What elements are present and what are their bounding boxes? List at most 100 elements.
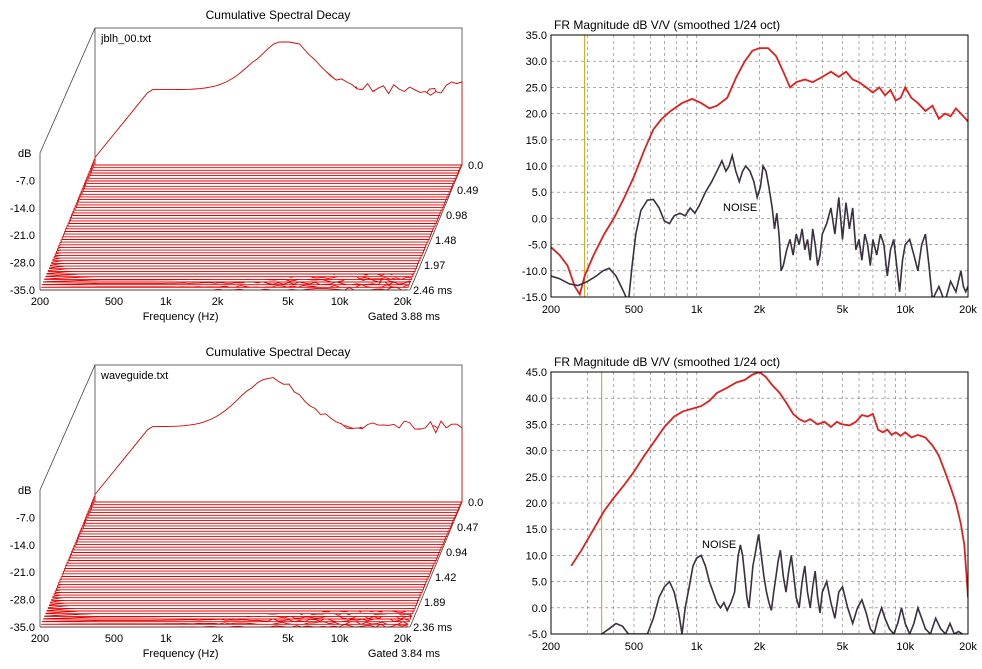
fr-x-tick-label: 2k	[754, 304, 766, 316]
fr-grid	[550, 371, 969, 635]
fr-noise-annotation: NOISE	[723, 202, 757, 214]
csd-x-tick-label: 500	[105, 633, 123, 645]
fr-y-tick-label: 0.0	[532, 213, 547, 225]
fr-y-tick-label: 5.0	[532, 187, 547, 199]
csd-file-label: waveguide.txt	[100, 370, 168, 382]
csd-x-tick-label: 10k	[331, 296, 349, 308]
csd-slice	[94, 41, 463, 166]
csd-x-tick-label: 2k	[212, 296, 224, 308]
fr-y-tick-label: 25.0	[526, 472, 547, 484]
fr-x-tick-label: 2k	[754, 641, 766, 653]
csd-x-tick-label: 1k	[160, 296, 172, 308]
csd-ylabel: dB	[18, 485, 31, 497]
fr-x-tick-label: 500	[625, 304, 643, 316]
fr-plot-frame	[550, 34, 969, 298]
fr-noise-line	[601, 534, 963, 634]
fr-title: FR Magnitude dB V/V (smoothed 1/24 oct)	[554, 355, 780, 369]
fr-y-tick-label: -5.0	[528, 240, 547, 252]
csd-time-tick-label: 0.0	[468, 160, 483, 172]
csd-time-tick-label: 0.49	[457, 185, 478, 197]
csd-x-tick-label: 10k	[331, 633, 349, 645]
fr-x-tick-label: 10k	[896, 641, 914, 653]
fr-y-tick-label: -5.0	[528, 629, 547, 641]
csd-x-tick-label: 200	[31, 633, 49, 645]
csd-title: Cumulative Spectral Decay	[206, 345, 351, 359]
csd-y-tick-label: -35.0	[10, 285, 35, 297]
csd-y-tick-label: -14.0	[10, 203, 35, 215]
csd-y-tick-label: -28.0	[10, 258, 35, 270]
fr-y-tick-label: 5.0	[532, 577, 547, 589]
fr-grid	[550, 34, 969, 298]
fr-y-tick-label: 20.0	[526, 109, 547, 121]
fr-x-tick-label: 20k	[959, 641, 977, 653]
fr-x-tick-label: 1k	[691, 641, 703, 653]
csd-panel-top: Cumulative Spectral Decay jblh_00.txt dB -7…	[10, 8, 483, 323]
csd-persp-line	[39, 364, 96, 491]
fr-x-tick-label: 5k	[837, 304, 849, 316]
csd-x-tick-label: 500	[105, 296, 123, 308]
fr-y-tick-label: 0.0	[532, 603, 547, 615]
csd-x-tick-label: 200	[31, 296, 49, 308]
csd-slice	[41, 617, 410, 623]
csd-x-tick-label: 20k	[394, 296, 412, 308]
fr-y-tick-label: -10.0	[522, 266, 547, 278]
csd-time-tick-label: 1.97	[424, 260, 445, 272]
fr-panel-top: FR Magnitude dB V/V (smoothed 1/24 oct) 3…	[522, 18, 977, 316]
csd-slices	[40, 41, 463, 291]
csd-slices	[40, 377, 463, 628]
csd-time-tick-label: 1.42	[435, 572, 456, 584]
csd-slice	[41, 279, 410, 286]
csd-y-tick-label: -7.0	[16, 175, 35, 187]
fr-response-line	[570, 372, 968, 598]
csd-time-tick-label: 0.0	[468, 497, 483, 509]
csd-x-tick-label: 5k	[282, 296, 294, 308]
fr-noise-annotation: NOISE	[702, 539, 736, 551]
fr-x-tick-label: 10k	[896, 304, 914, 316]
fr-x-tick-label: 500	[625, 641, 643, 653]
fr-x-tick-label: 200	[542, 641, 560, 653]
fr-noise-line	[551, 152, 968, 297]
csd-persp-right-line	[409, 164, 463, 291]
csd-y-tick-label: -14.0	[10, 540, 35, 552]
csd-time-tick-label: 1.48	[435, 235, 456, 247]
fr-y-tick-label: 15.0	[526, 135, 547, 147]
fr-y-tick-label: 45.0	[526, 367, 547, 379]
fr-y-tick-label: 10.0	[526, 550, 547, 562]
csd-file-label: jblh_00.txt	[100, 33, 151, 45]
fr-response-line	[551, 47, 968, 297]
fr-x-tick-label: 200	[542, 304, 560, 316]
csd-gated-label: Gated 3.88 ms	[368, 311, 441, 323]
fr-y-tick-label: 40.0	[526, 393, 547, 405]
csd-x-tick-label: 1k	[160, 633, 172, 645]
fr-x-tick-label: 5k	[837, 641, 849, 653]
csd-y-tick-label: -35.0	[10, 622, 35, 634]
fr-panel-bottom: FR Magnitude dB V/V (smoothed 1/24 oct) 4…	[526, 355, 978, 653]
csd-time-tick-label: 0.47	[457, 522, 478, 534]
csd-time-tick-label: 1.89	[424, 597, 445, 609]
csd-xlabel: Frequency (Hz)	[143, 311, 219, 323]
csd-xlabel: Frequency (Hz)	[143, 648, 219, 660]
csd-gated-label: Gated 3.84 ms	[368, 648, 441, 660]
csd-persp-right-line	[409, 501, 463, 628]
csd-x-tick-label: 5k	[282, 633, 294, 645]
csd-time-tick-label: 2.46 ms	[413, 285, 453, 297]
fr-y-tick-label: 25.0	[526, 82, 547, 94]
fr-y-tick-label: -15.0	[522, 292, 547, 304]
csd-y-tick-label: -21.0	[10, 567, 35, 579]
csd-x-tick-label: 20k	[394, 633, 412, 645]
csd-time-tick-label: 0.94	[446, 547, 467, 559]
csd-ylabel: dB	[18, 148, 31, 160]
fr-x-tick-label: 20k	[959, 304, 977, 316]
fr-y-tick-label: 20.0	[526, 498, 547, 510]
csd-x-tick-label: 2k	[212, 633, 224, 645]
fr-title: FR Magnitude dB V/V (smoothed 1/24 oct)	[554, 18, 780, 32]
csd-slice	[94, 377, 463, 503]
fr-y-tick-label: 30.0	[526, 446, 547, 458]
fr-x-tick-label: 1k	[691, 304, 703, 316]
csd-title: Cumulative Spectral Decay	[206, 8, 351, 22]
csd-panel-bottom: Cumulative Spectral Decay waveguide.txt dB…	[10, 345, 483, 660]
csd-time-tick-label: 0.98	[446, 210, 467, 222]
csd-y-tick-label: -21.0	[10, 230, 35, 242]
fr-y-tick-label: 30.0	[526, 56, 547, 68]
fr-y-tick-label: 35.0	[526, 419, 547, 431]
